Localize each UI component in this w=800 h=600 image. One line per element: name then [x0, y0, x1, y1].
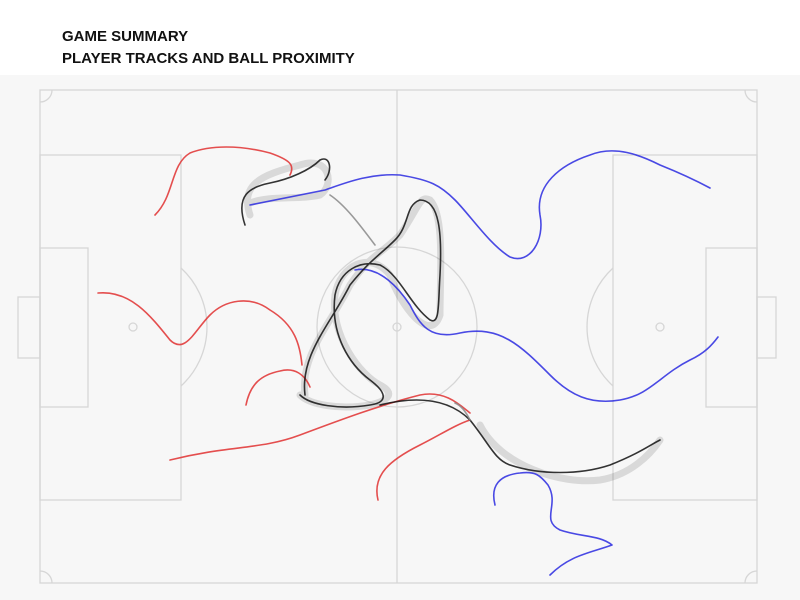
player-tracks [97, 146, 719, 576]
pitch-background [0, 75, 800, 600]
subtitle: PLAYER TRACKS AND BALL PROXIMITY [62, 50, 355, 67]
title: GAME SUMMARY [62, 28, 189, 45]
pitch-view [0, 75, 800, 600]
pitch-lines [17, 89, 777, 584]
